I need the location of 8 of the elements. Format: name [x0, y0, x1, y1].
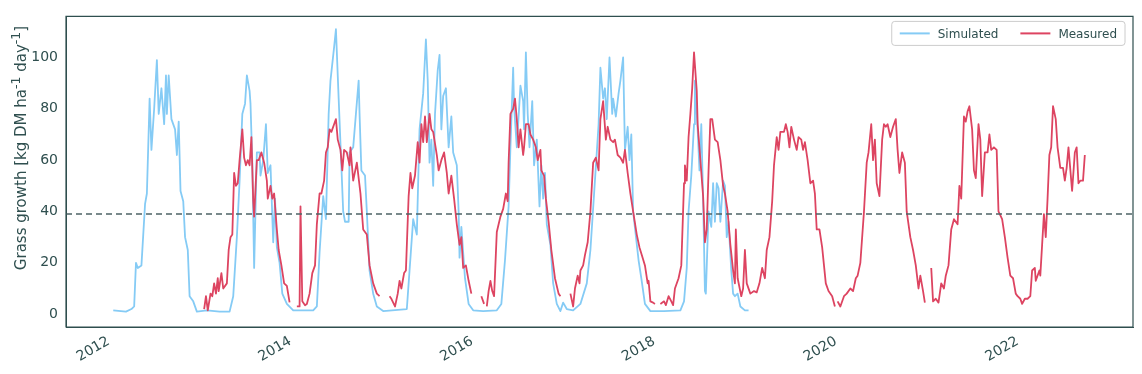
- legend-label: Measured: [1058, 26, 1118, 41]
- y-tick-label: 100: [31, 48, 58, 65]
- legend-label: Simulated: [937, 26, 999, 41]
- y-tick-label: 80: [40, 99, 58, 116]
- y-tick-label: 60: [40, 150, 58, 167]
- y-tick-label: 0: [49, 304, 58, 321]
- y-tick-label: 40: [40, 202, 58, 219]
- y-tick-label: 20: [40, 253, 58, 270]
